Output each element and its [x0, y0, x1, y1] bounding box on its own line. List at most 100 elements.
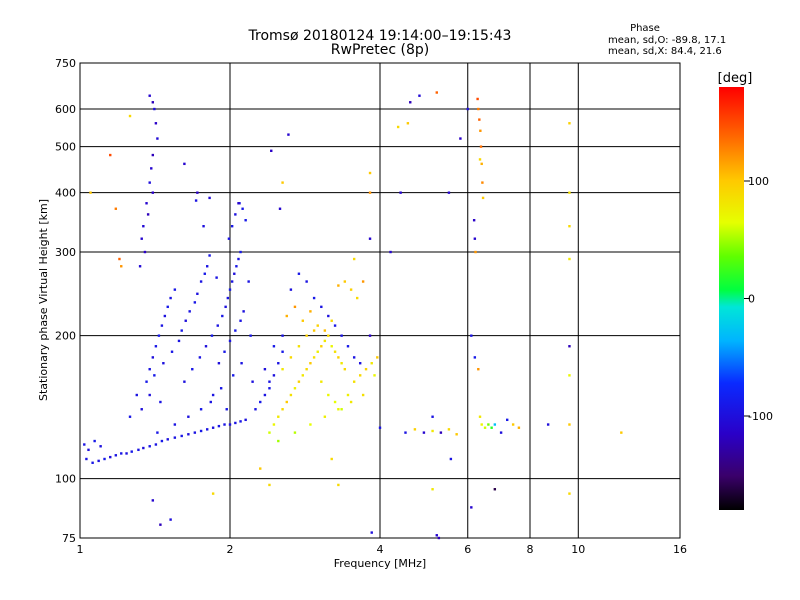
data-point — [272, 423, 276, 426]
data-point — [148, 367, 151, 371]
data-point — [297, 272, 301, 275]
data-point — [320, 380, 323, 383]
data-point — [209, 400, 212, 404]
data-point — [337, 408, 340, 411]
y-tick-label: 100 — [55, 473, 76, 486]
data-point — [205, 265, 209, 268]
data-point — [109, 455, 112, 459]
data-point — [128, 114, 132, 118]
colorbar-tick-label: 100 — [748, 175, 769, 188]
phase-stats-label: Phase — [630, 23, 660, 34]
data-point — [323, 329, 327, 332]
data-point — [466, 107, 469, 111]
data-point — [343, 367, 347, 371]
data-point — [130, 450, 133, 453]
x-tick-label: 1 — [77, 543, 84, 556]
data-point — [493, 423, 497, 426]
data-point — [472, 219, 476, 222]
data-point — [323, 339, 327, 343]
data-point — [183, 380, 186, 383]
data-point — [259, 400, 262, 404]
data-point — [272, 345, 276, 348]
data-point — [125, 452, 128, 455]
data-point — [159, 523, 162, 526]
data-point — [228, 423, 232, 426]
data-point — [361, 280, 365, 283]
data-point — [470, 506, 473, 509]
data-point — [159, 400, 162, 404]
data-point — [146, 213, 150, 216]
colorbar-label: [deg] — [718, 71, 753, 86]
data-point — [327, 334, 330, 337]
data-point — [199, 408, 203, 411]
data-point — [211, 492, 215, 495]
data-point — [232, 374, 235, 377]
data-point — [473, 356, 477, 359]
data-point — [358, 374, 362, 377]
data-point — [226, 296, 230, 300]
data-point — [114, 454, 118, 457]
data-point — [431, 415, 434, 418]
data-point — [422, 431, 426, 434]
data-point — [143, 250, 147, 254]
y-tick-label: 75 — [62, 532, 76, 545]
data-point — [224, 305, 227, 309]
data-point — [173, 288, 177, 291]
data-point — [160, 439, 164, 443]
data-point — [163, 314, 167, 318]
data-point — [198, 356, 202, 359]
data-point — [234, 421, 237, 425]
data-point — [196, 292, 199, 296]
data-point — [234, 213, 237, 216]
data-point — [352, 356, 356, 359]
data-point — [289, 288, 293, 291]
data-point — [370, 362, 373, 365]
data-point — [272, 374, 276, 377]
data-point — [368, 191, 372, 194]
data-point — [316, 350, 319, 353]
data-point — [477, 107, 480, 111]
data-point — [340, 408, 343, 411]
data-point — [217, 362, 221, 365]
data-point — [199, 280, 203, 283]
data-point — [157, 334, 161, 337]
y-tick-label: 200 — [55, 330, 76, 343]
data-point — [145, 380, 148, 383]
data-point — [259, 467, 262, 470]
data-point — [239, 250, 242, 254]
data-point — [305, 280, 308, 283]
colorbar-ticks: 100 0 -100 — [744, 175, 773, 423]
data-point — [399, 191, 402, 194]
data-point — [217, 424, 221, 428]
x-tick-label: 2 — [227, 543, 234, 556]
x-tick-label: 8 — [527, 543, 534, 556]
data-point — [233, 272, 236, 275]
data-point — [477, 367, 480, 371]
data-point — [183, 162, 186, 166]
x-axis-ticks: 1 2 4 6 8 10 16 — [77, 543, 688, 556]
data-point — [301, 374, 305, 377]
data-point — [277, 415, 280, 418]
data-point — [237, 202, 240, 205]
phase-stats-o: mean, sd,O: -89.8, 17.1 — [608, 35, 726, 46]
data-point — [148, 445, 151, 448]
data-point — [211, 426, 215, 429]
data-point — [278, 207, 282, 210]
data-point — [312, 296, 316, 300]
data-point — [409, 101, 412, 104]
data-point — [205, 428, 209, 431]
data-point — [333, 400, 337, 404]
data-point — [219, 387, 223, 390]
data-point — [568, 423, 571, 426]
data-point — [151, 356, 155, 359]
data-point — [333, 324, 337, 327]
data-point — [373, 374, 376, 377]
data-point — [208, 196, 211, 200]
data-point — [228, 339, 232, 343]
data-point — [199, 429, 203, 433]
data-point — [204, 345, 208, 348]
data-point — [281, 181, 284, 184]
data-point — [346, 345, 350, 348]
data-point — [568, 122, 571, 125]
